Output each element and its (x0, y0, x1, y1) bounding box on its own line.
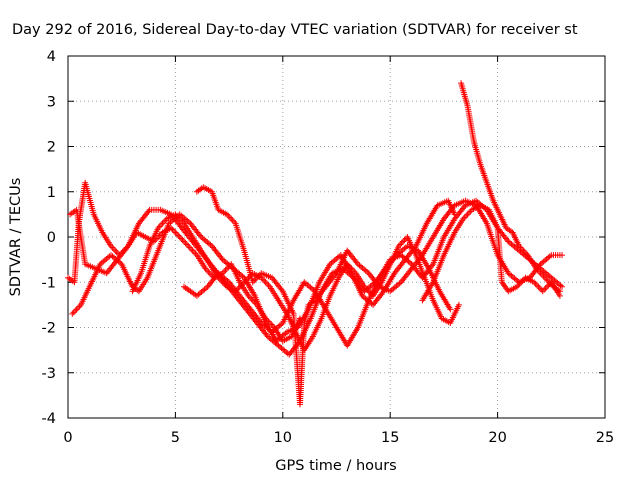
data-point (173, 230, 180, 237)
data-point (518, 246, 525, 253)
y-tick-label: 2 (47, 140, 56, 156)
chart-title: Day 292 of 2016, Sidereal Day-to-day VTE… (12, 22, 578, 38)
data-point (186, 244, 193, 251)
y-tick-label: -4 (42, 411, 56, 427)
x-tick-label: 0 (63, 430, 72, 446)
series-track-e (193, 184, 566, 408)
x-tick-label: 15 (381, 430, 399, 446)
data-point (72, 307, 79, 314)
series-track-h (129, 211, 462, 354)
data-point (159, 220, 166, 227)
data-point (172, 229, 179, 236)
y-tick-label: 1 (47, 185, 56, 201)
data-point (69, 310, 76, 317)
data-point (113, 249, 120, 256)
y-tick-label: 4 (47, 49, 56, 65)
series-track-f (458, 80, 563, 295)
data-point (226, 214, 233, 221)
data-point (73, 306, 80, 313)
data-point (447, 306, 454, 313)
tick-labels: 0 5 10 15 20 25 -4 -3 -2 -1 0 1 2 3 4 (42, 49, 615, 446)
data-point (536, 285, 543, 292)
data-point (463, 212, 470, 219)
data-point (559, 252, 566, 259)
data-point (175, 232, 182, 239)
series-track-d (180, 197, 566, 349)
data-point (222, 267, 229, 274)
x-tick-label: 25 (596, 430, 614, 446)
series-track-c (69, 197, 458, 345)
data-point (535, 283, 542, 290)
y-tick-label: 3 (47, 94, 56, 110)
y-axis-label: SDTVAR / TECUs (8, 178, 24, 297)
data-point (262, 279, 269, 286)
data-point (75, 304, 82, 311)
data-point (112, 247, 119, 254)
data-point (110, 246, 117, 253)
data-point (176, 234, 183, 240)
y-tick-label: -1 (42, 275, 56, 291)
x-tick-label: 10 (274, 430, 292, 446)
data-point (541, 286, 548, 293)
data-point (188, 246, 195, 253)
data-point (185, 243, 192, 250)
data-point (191, 249, 198, 256)
data-point (542, 285, 549, 292)
axis-ticks (67, 55, 606, 419)
data-points (65, 80, 566, 408)
x-tick-label: 5 (171, 430, 180, 446)
data-point (180, 238, 187, 245)
data-point (465, 209, 472, 216)
data-point (464, 211, 471, 218)
data-point (400, 238, 407, 245)
data-point (398, 240, 405, 247)
data-point (158, 221, 165, 228)
data-point (261, 277, 268, 284)
data-point (539, 288, 546, 295)
y-tick-label: 0 (47, 230, 56, 246)
data-point (189, 247, 196, 254)
data-point (183, 241, 190, 248)
data-point (533, 282, 540, 289)
data-point (70, 309, 77, 316)
data-point (455, 301, 462, 308)
x-axis-label: GPS time / hours (275, 458, 396, 474)
series-track-g (419, 202, 563, 304)
data-point (556, 292, 563, 299)
x-tick-label: 20 (488, 430, 506, 446)
data-point (559, 283, 566, 290)
data-point (264, 280, 271, 287)
y-tick-label: -2 (42, 321, 56, 337)
data-point (248, 295, 255, 302)
data-point (401, 237, 408, 244)
data-point (179, 237, 186, 244)
data-point (182, 240, 189, 247)
data-point (229, 217, 236, 224)
data-point (228, 215, 235, 222)
data-point (178, 235, 185, 242)
data-point (160, 218, 167, 225)
y-tick-label: -3 (42, 366, 56, 382)
